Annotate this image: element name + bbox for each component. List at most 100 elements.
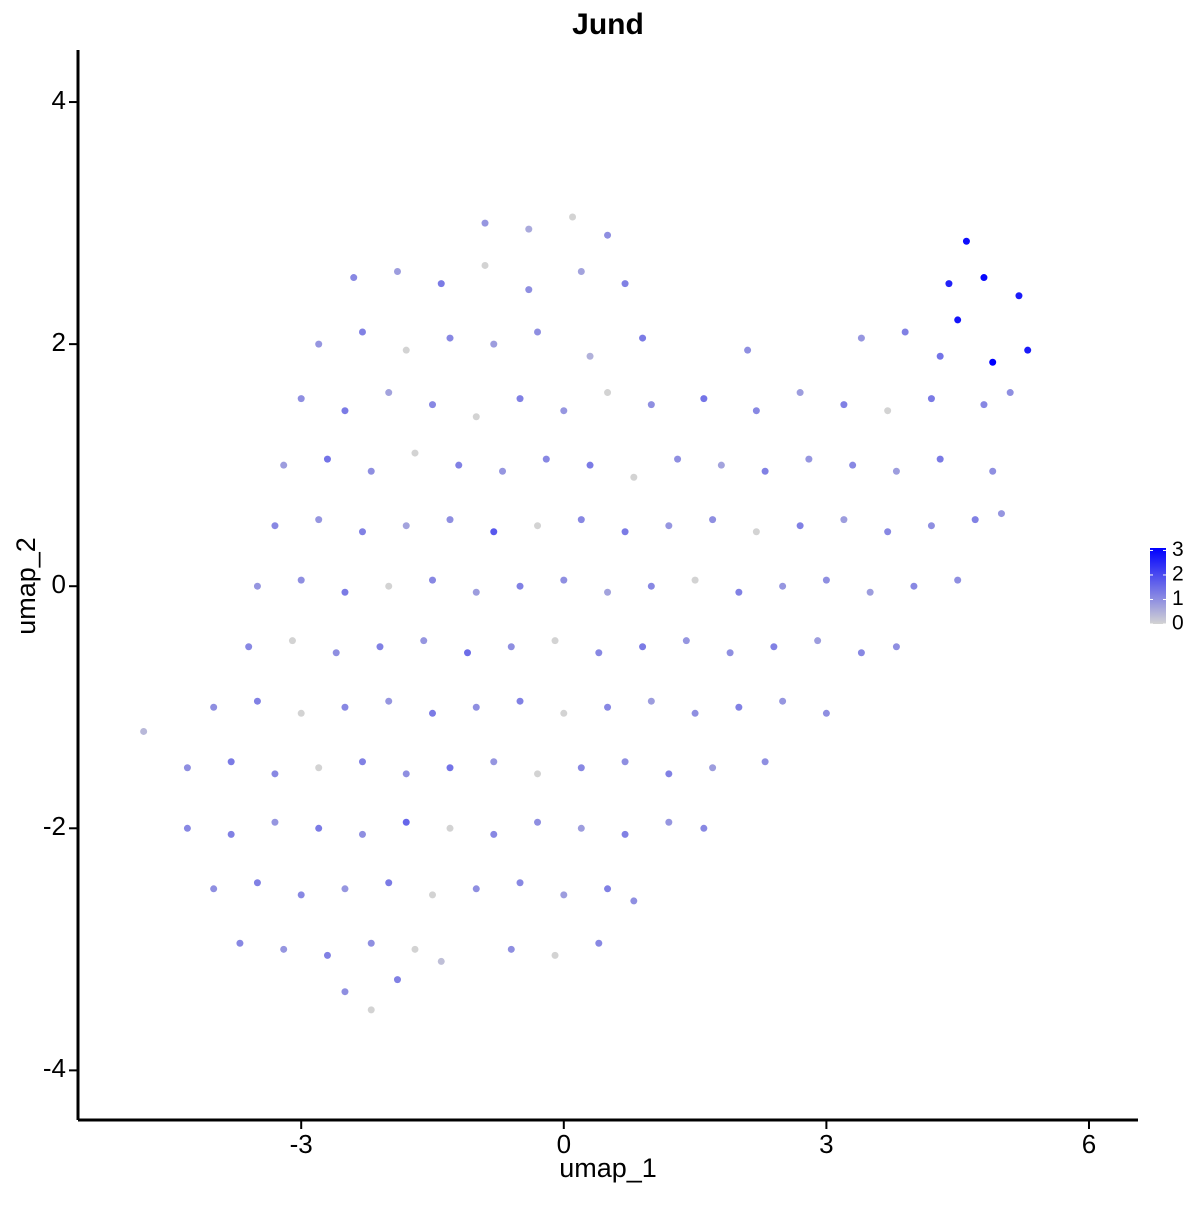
point: [525, 225, 533, 233]
point: [840, 516, 848, 524]
point: [744, 346, 752, 354]
point: [604, 389, 612, 397]
point: [271, 818, 279, 826]
point: [472, 885, 480, 893]
point: [183, 824, 191, 832]
point: [604, 885, 612, 893]
y-tick-label: -2: [43, 811, 66, 841]
point: [980, 274, 988, 282]
point: [358, 328, 366, 336]
point: [245, 643, 253, 651]
point: [516, 395, 524, 403]
point: [569, 213, 577, 221]
point: [604, 588, 612, 596]
point: [604, 231, 612, 239]
point: [779, 582, 787, 590]
point: [665, 522, 673, 530]
point: [884, 528, 892, 536]
point: [385, 389, 393, 397]
point: [429, 709, 437, 717]
point: [358, 830, 366, 838]
point: [621, 758, 629, 766]
point: [385, 879, 393, 887]
point: [665, 818, 673, 826]
point: [525, 286, 533, 294]
y-tick-label: 0: [52, 569, 66, 599]
point: [551, 951, 559, 959]
point: [472, 413, 480, 421]
point: [735, 588, 743, 596]
point: [945, 280, 953, 288]
point: [402, 346, 410, 354]
point: [857, 649, 865, 657]
point: [691, 576, 699, 584]
point: [446, 824, 454, 832]
y-axis-label: umap_2: [11, 537, 41, 635]
point: [367, 467, 375, 475]
point: [297, 709, 305, 717]
point: [341, 885, 349, 893]
point: [621, 280, 629, 288]
point: [507, 643, 515, 651]
point: [446, 516, 454, 524]
point: [665, 770, 673, 778]
point: [341, 988, 349, 996]
point: [604, 703, 612, 711]
point: [429, 401, 437, 409]
point: [490, 528, 498, 536]
point: [639, 334, 647, 342]
point: [639, 643, 647, 651]
point: [315, 340, 323, 348]
point: [884, 407, 892, 415]
point: [560, 709, 568, 717]
point: [358, 758, 366, 766]
point: [954, 316, 962, 324]
point: [595, 649, 603, 657]
point: [980, 401, 988, 409]
point: [446, 334, 454, 342]
point: [551, 637, 559, 645]
color-bar-label: 1: [1172, 587, 1184, 610]
y-tick-label: 2: [52, 327, 66, 357]
point: [280, 945, 288, 953]
point: [393, 268, 401, 276]
point: [385, 697, 393, 705]
point: [297, 576, 305, 584]
point: [682, 637, 690, 645]
point: [534, 818, 542, 826]
point: [621, 528, 629, 536]
point: [1006, 389, 1014, 397]
point: [1015, 292, 1023, 300]
point: [866, 588, 874, 596]
point: [358, 528, 366, 536]
point: [183, 764, 191, 772]
point: [577, 824, 585, 832]
point: [630, 897, 638, 905]
point: [534, 770, 542, 778]
color-bar: [1150, 548, 1166, 624]
point: [402, 818, 410, 826]
point: [446, 764, 454, 772]
point: [332, 649, 340, 657]
point: [393, 976, 401, 984]
point: [227, 830, 235, 838]
point: [857, 334, 865, 342]
point: [516, 697, 524, 705]
point: [997, 510, 1005, 518]
point: [700, 395, 708, 403]
point: [647, 697, 655, 705]
point: [315, 764, 323, 772]
point: [271, 770, 279, 778]
point: [779, 697, 787, 705]
point: [700, 824, 708, 832]
point: [315, 824, 323, 832]
point: [892, 643, 900, 651]
point: [297, 395, 305, 403]
point: [140, 727, 148, 735]
point: [490, 830, 498, 838]
point: [210, 885, 218, 893]
point: [901, 328, 909, 336]
point: [253, 697, 261, 705]
point: [927, 522, 935, 530]
